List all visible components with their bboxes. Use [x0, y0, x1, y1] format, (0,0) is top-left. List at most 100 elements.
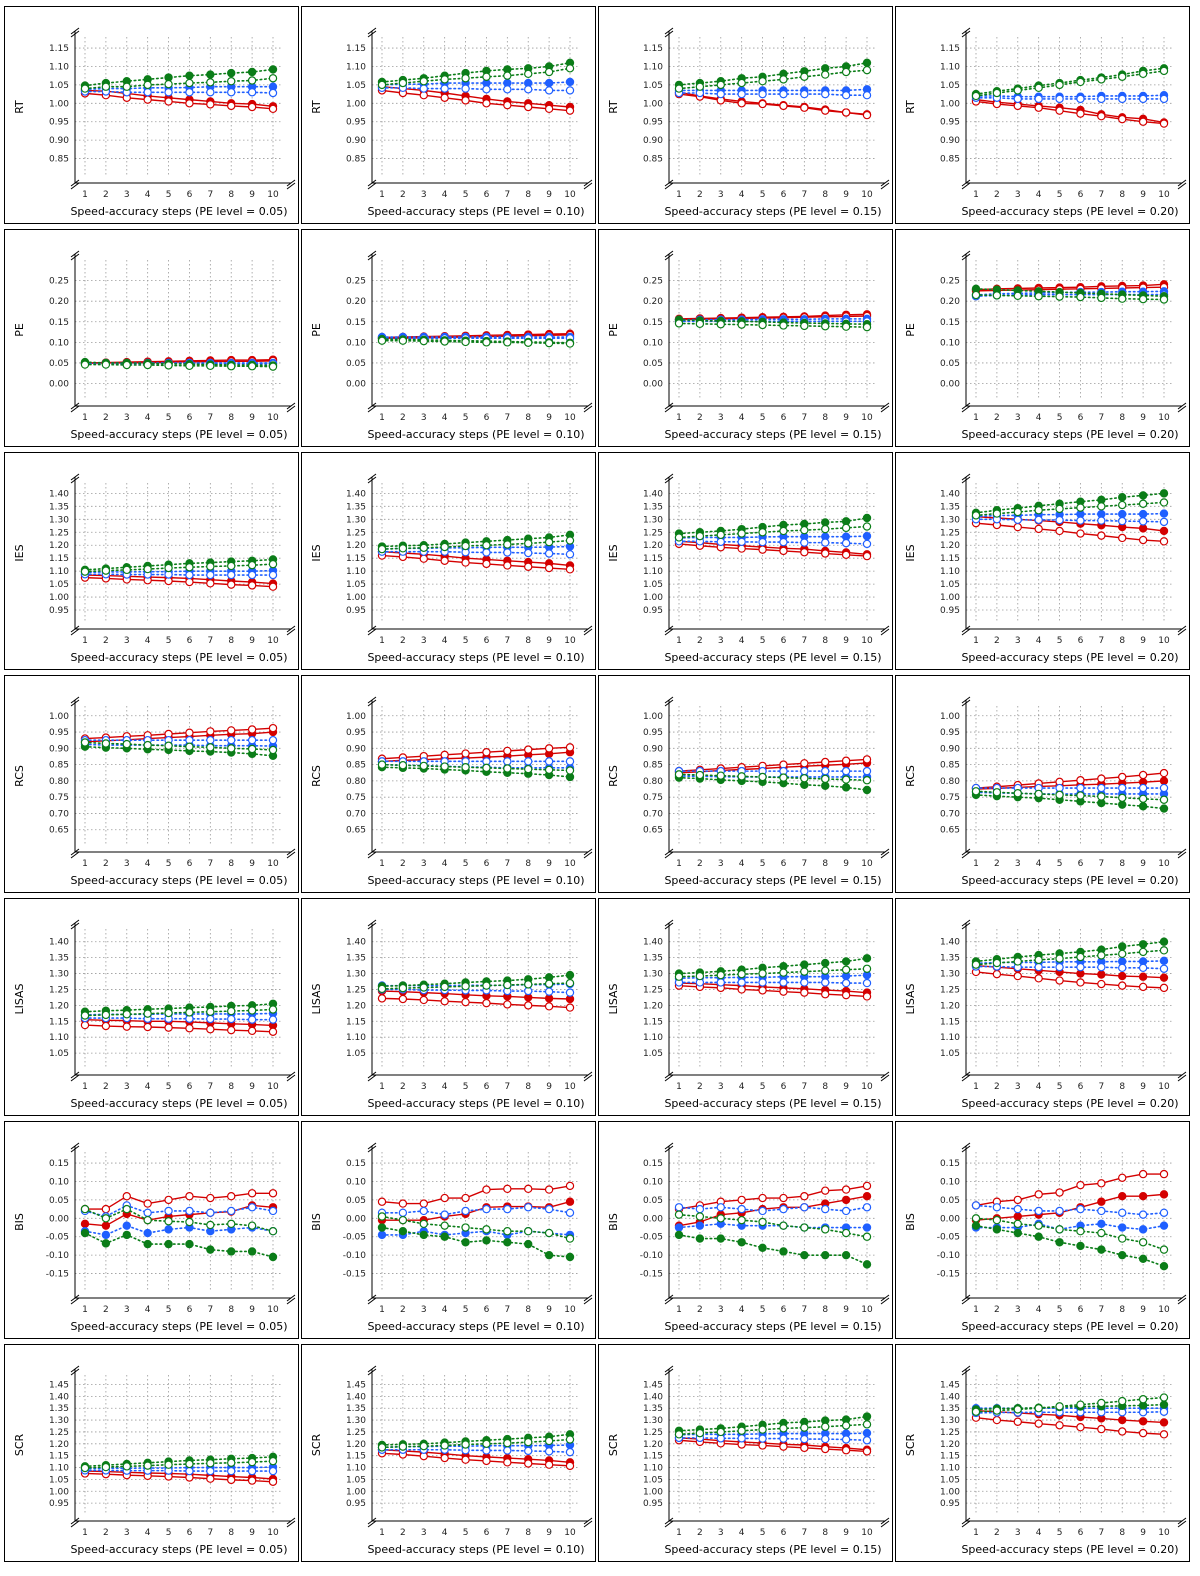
data-point-green-filled [398, 1227, 408, 1236]
y-tick-label: 0.00 [346, 380, 366, 390]
data-point-green-filled [862, 1260, 872, 1269]
x-tick-label: 2 [994, 413, 1000, 423]
data-point-blue-open [185, 88, 194, 97]
x-tick-label: 1 [82, 1528, 88, 1538]
series-line-red [381, 89, 571, 112]
y-axis-label: SCR [607, 1433, 620, 1456]
data-point-green-open [101, 360, 111, 369]
x-tick-label: 7 [801, 413, 807, 423]
y-tick-label: -0.05 [937, 1233, 960, 1243]
x-tick-label: 6 [187, 859, 193, 869]
data-point-blue-open [565, 1447, 575, 1457]
axis-break-mark [367, 625, 377, 633]
data-point-green-open [737, 529, 746, 538]
data-point-blue-filled [164, 1225, 173, 1234]
y-tick-label: 1.00 [940, 1487, 960, 1497]
chart-svg: 0.951.001.051.101.151.201.251.301.351.40… [310, 473, 593, 664]
x-tick-label: 9 [546, 1082, 552, 1092]
data-point-blue-open [398, 1208, 408, 1217]
chart-panel: 1.05 1.10 1.15 1.20 1.25 1.30 1.35 1.40 1 2 3 4 5 6 7 8… [598, 898, 893, 1116]
data-point-red-open [1034, 1190, 1043, 1199]
x-tick-label: 7 [207, 636, 213, 646]
data-point-green-open [524, 539, 533, 548]
y-tick-label: 0.85 [346, 155, 366, 165]
data-point-green-filled [1159, 1262, 1169, 1271]
data-point-blue-open [227, 570, 236, 580]
data-point-red-open [482, 998, 491, 1008]
data-point-red-open [503, 100, 512, 110]
data-point-green-open [862, 322, 872, 332]
data-point-green-open [716, 320, 725, 329]
data-point-blue-open [737, 1434, 746, 1443]
x-axis-label: Speed-accuracy steps (PE level = 0.15) [664, 874, 881, 887]
data-point-blue-open [716, 537, 725, 547]
data-point-red-open [800, 988, 809, 997]
x-tick-label: 4 [145, 636, 151, 646]
data-point-red-open [164, 97, 173, 106]
x-tick-label: 9 [546, 859, 552, 869]
data-point-green-open [695, 1212, 705, 1221]
x-tick-label: 3 [421, 413, 427, 423]
data-point-green-open [821, 1422, 830, 1431]
series-line-red [84, 1024, 274, 1033]
x-tick-label: 8 [525, 190, 531, 200]
data-point-green-open [503, 1227, 512, 1236]
data-point-green-open [440, 1221, 449, 1230]
x-tick-label: 6 [187, 1082, 193, 1092]
data-point-green-open [482, 1225, 491, 1234]
data-point-red-open [268, 1027, 278, 1036]
x-tick-label: 10 [1158, 1082, 1170, 1092]
data-point-green-open [164, 1008, 173, 1018]
data-point-green-open [758, 969, 767, 978]
axis-break-mark [961, 182, 971, 190]
x-tick-label: 8 [228, 636, 234, 646]
y-axis-label: IES [904, 544, 917, 561]
axis-break-mark [961, 179, 971, 187]
axis-break-mark [1177, 1071, 1187, 1079]
data-point-green-open [482, 1439, 491, 1449]
data-point-blue-open [779, 1434, 788, 1443]
chart-svg: 0.000.050.100.150.200.251 2 3 4 5 6 7 8 9 10Speed… [13, 250, 296, 441]
data-point-green-open [862, 776, 872, 785]
data-point-green-open [1138, 69, 1148, 79]
axis-break-mark [961, 1142, 971, 1150]
y-tick-label: 1.30 [643, 1416, 663, 1426]
axis-break-mark [286, 1517, 296, 1525]
series-line-green [381, 61, 571, 83]
x-tick-label: 10 [861, 190, 873, 200]
data-point-green-filled [164, 1239, 173, 1249]
series-line-green [84, 1008, 274, 1017]
data-point-red-open [1076, 1423, 1085, 1432]
data-point-red-open [821, 1444, 830, 1454]
y-tick-label: 1.05 [346, 580, 366, 590]
y-tick-label: 1.25 [346, 985, 366, 995]
data-point-green-open [1118, 294, 1127, 303]
y-axis-label: RCS [13, 765, 26, 787]
data-point-green-open [101, 1010, 111, 1020]
chart-svg: -0.15-0.10-0.050.000.050.100.151 2 3 4 5 6 7 8 9… [310, 1142, 593, 1333]
data-point-blue-open [524, 85, 533, 94]
y-tick-label: 0.90 [346, 136, 366, 146]
x-tick-label: 2 [697, 636, 703, 646]
y-tick-label: 1.05 [643, 1475, 663, 1485]
y-tick-label: 1.20 [346, 1440, 366, 1450]
data-point-red-open [841, 990, 851, 1000]
y-tick-label: 1.10 [940, 62, 960, 72]
y-tick-label: 1.15 [940, 44, 960, 54]
data-point-green-open [377, 760, 387, 769]
axis-break-mark [1177, 848, 1187, 856]
data-point-blue-open [1138, 517, 1148, 526]
axis-break-mark [367, 30, 377, 38]
y-axis-label: SCR [904, 1433, 917, 1456]
data-point-red-open [419, 995, 428, 1005]
data-point-green-open [80, 567, 90, 576]
x-tick-label: 9 [1140, 1305, 1146, 1315]
data-point-green-open [1159, 66, 1169, 76]
y-tick-label: 0.85 [346, 761, 366, 771]
data-point-blue-open [1118, 963, 1127, 973]
data-point-green-filled [1118, 493, 1127, 502]
axis-break-mark [286, 1520, 296, 1528]
y-tick-label: 1.40 [940, 1392, 960, 1402]
axis-break-mark [70, 1071, 80, 1079]
series-line-green [84, 1232, 274, 1258]
